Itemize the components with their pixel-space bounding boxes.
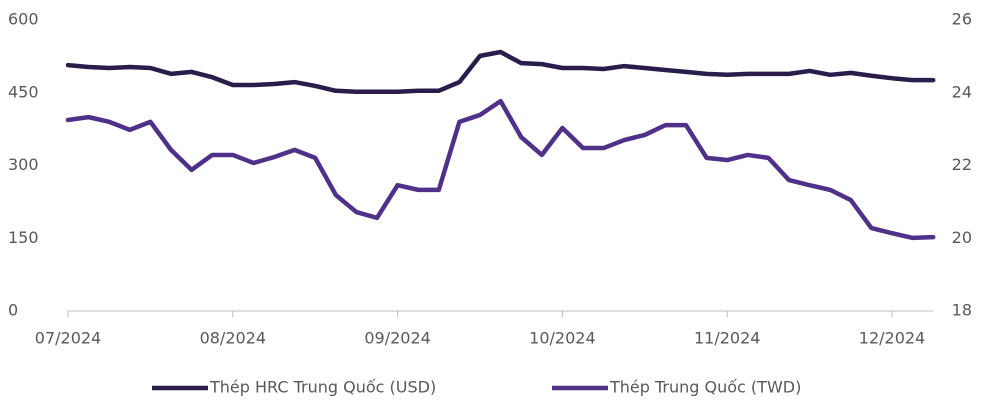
y-tick-label: 150 [8, 228, 39, 247]
legend-label: Thép Trung Quốc (TWD) [609, 378, 801, 397]
legend-label: Thép HRC Trung Quốc (USD) [209, 378, 436, 397]
y2-tick-label: 26 [952, 10, 972, 29]
line-series [65, 49, 936, 95]
x-tick-label: 09/2024 [364, 329, 430, 348]
x-tick-label: 12/2024 [859, 329, 925, 348]
y-tick-label: 450 [8, 82, 39, 101]
y-tick-label: 600 [8, 10, 39, 29]
x-tick-label: 10/2024 [529, 329, 595, 348]
x-tick-label: 07/2024 [35, 329, 101, 348]
y2-tick-label: 24 [952, 82, 972, 101]
line-series [65, 98, 936, 241]
y-tick-label: 300 [8, 155, 39, 174]
y2-tick-label: 20 [952, 228, 972, 247]
y-tick-label: 0 [8, 301, 18, 320]
y2-tick-label: 22 [952, 155, 972, 174]
x-tick-label: 08/2024 [200, 329, 266, 348]
y2-tick-label: 18 [952, 301, 972, 320]
x-tick-label: 11/2024 [694, 329, 760, 348]
